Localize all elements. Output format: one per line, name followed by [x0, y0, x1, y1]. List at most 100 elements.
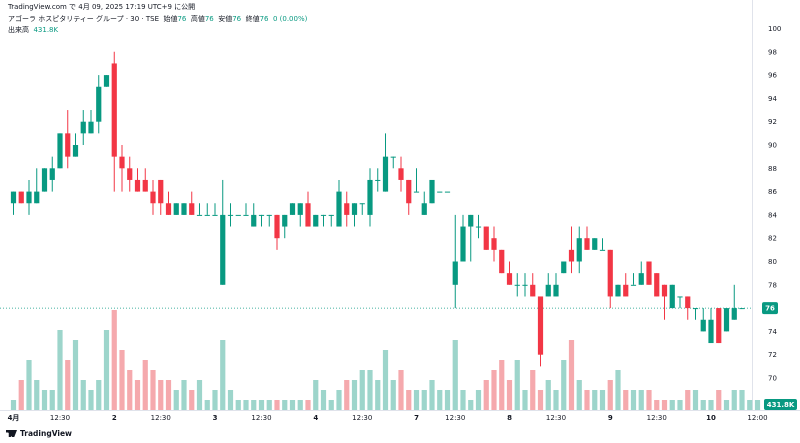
x-tick-label: 7 — [414, 414, 419, 422]
candle-body — [196, 214, 203, 216]
y-tick-label: 80 — [768, 258, 777, 266]
volume-bar — [127, 370, 133, 410]
volume-bar — [111, 310, 117, 410]
volume-bar — [444, 390, 451, 410]
candle-body — [607, 249, 613, 297]
volume-legend-label: 出来高 — [8, 26, 29, 34]
candle-body — [537, 296, 544, 355]
volume-bar — [243, 400, 249, 410]
last-price-badge — [762, 302, 778, 315]
candle-body — [375, 179, 381, 181]
candle-body — [646, 261, 652, 285]
candle-body — [483, 226, 489, 250]
candle-body — [111, 63, 117, 157]
x-tick-label: 12:30 — [546, 414, 566, 422]
candle-body — [344, 203, 350, 215]
candle-body — [460, 226, 466, 262]
volume-bar — [537, 390, 544, 410]
volume-bar — [351, 380, 358, 410]
y-tick-label: 100 — [768, 25, 781, 33]
candle-body — [10, 191, 17, 204]
x-tick-label: 12:30 — [445, 414, 465, 422]
candle-body — [708, 319, 714, 344]
candle-body — [134, 179, 141, 192]
tradingview-logo[interactable]: TradingView — [6, 429, 72, 438]
volume-bar — [576, 380, 582, 410]
volume-bar — [754, 400, 761, 410]
volume-bar — [289, 400, 296, 410]
x-tick-label: 12:30 — [151, 414, 171, 422]
volume-bar — [258, 400, 265, 410]
candle-body — [119, 156, 125, 169]
last-price-badge-text: 76 — [765, 305, 775, 313]
volume-badge-text: 431.8K — [767, 401, 795, 409]
volume-bar — [134, 380, 141, 410]
x-tick-label: 8 — [507, 414, 512, 422]
candle-body — [103, 75, 110, 87]
candle-body — [437, 191, 443, 193]
volume-bar — [669, 400, 675, 410]
volume-bar — [468, 400, 474, 410]
volume-legend-value: 431.8K — [33, 26, 59, 34]
x-tick-label: 4月 — [8, 414, 20, 422]
volume-bar — [41, 390, 48, 410]
volume-bar — [212, 390, 218, 410]
ohlc-open-label: 始値 — [163, 15, 178, 23]
volume-bar — [65, 360, 71, 410]
candle-body — [599, 249, 606, 251]
candle-body — [499, 249, 505, 274]
volume-bar — [437, 390, 443, 410]
volume-bar — [584, 390, 590, 410]
volume-bar — [561, 360, 567, 410]
candle-body — [382, 156, 389, 192]
x-tick-label: 4 — [313, 414, 318, 422]
y-tick-label: 92 — [768, 118, 777, 126]
candle-body — [545, 284, 551, 297]
candle-body — [452, 261, 458, 285]
y-tick-label: 96 — [768, 72, 777, 80]
volume-bar — [545, 380, 551, 410]
candle-body — [26, 191, 32, 204]
candle-body — [514, 284, 520, 286]
volume-bar — [700, 400, 706, 410]
volume-bar — [103, 330, 110, 410]
volume-bar — [413, 390, 420, 410]
volume-bar — [196, 380, 203, 410]
candle-body — [41, 168, 48, 192]
volume-bar — [266, 400, 272, 410]
volume-bar — [654, 400, 660, 410]
volume-bar — [10, 400, 17, 410]
candle-body — [173, 203, 179, 215]
x-tick-label: 3 — [213, 414, 218, 422]
volume-bar — [204, 400, 210, 410]
candle-body — [413, 191, 420, 193]
volume-bar — [429, 380, 435, 410]
y-tick-label: 88 — [768, 165, 777, 173]
volume-bar — [313, 380, 319, 410]
candle-body — [227, 214, 234, 216]
y-tick-label: 82 — [768, 235, 777, 243]
candle-body — [305, 203, 311, 227]
volume-bar — [483, 380, 489, 410]
candle-body — [692, 308, 699, 310]
x-tick-label: 2 — [112, 414, 117, 422]
candle-body — [700, 319, 706, 332]
volume-bar — [677, 400, 683, 410]
volume-bar — [615, 370, 621, 410]
candle-body — [568, 249, 575, 262]
candle-body — [80, 121, 86, 134]
candle-body — [731, 308, 737, 320]
volume-badge — [764, 399, 797, 410]
candle-body — [654, 273, 660, 297]
candle-body — [96, 86, 102, 122]
volume-bar — [18, 380, 24, 410]
tradingview-logo-icon — [6, 430, 17, 437]
volume-bar — [34, 380, 40, 410]
y-tick-label: 74 — [768, 328, 777, 336]
y-tick-label: 98 — [768, 48, 777, 56]
volume-bar — [530, 370, 536, 410]
ohlc-high-label: 高値 — [190, 15, 205, 23]
candle-body — [235, 214, 241, 216]
volume-bar — [251, 400, 257, 410]
